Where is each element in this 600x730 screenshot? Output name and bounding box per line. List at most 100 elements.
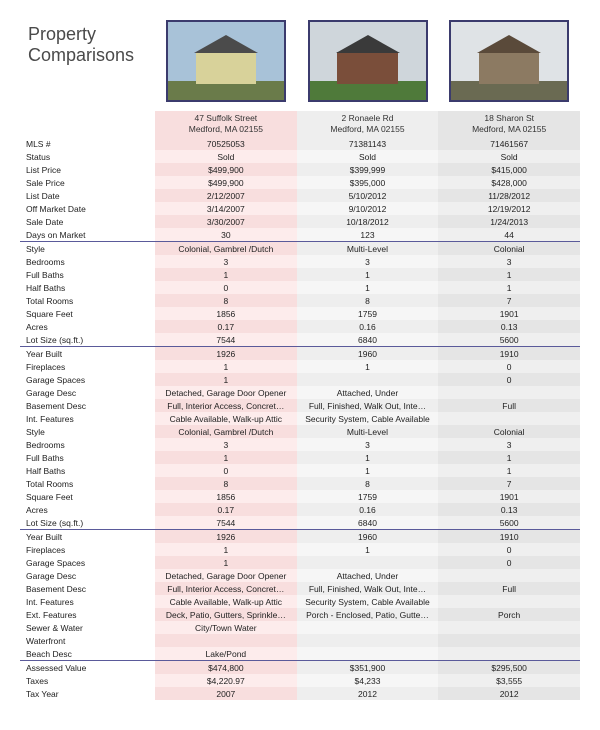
property-address-line2: Medford, MA 02155 <box>299 124 437 135</box>
row-value: 0.13 <box>438 503 580 516</box>
row-value <box>297 621 439 634</box>
row-value: 0.13 <box>438 320 580 333</box>
row-value: 1 <box>297 281 439 294</box>
row-label: Acres <box>20 320 155 333</box>
property-photo-cell <box>297 20 439 107</box>
table-row: Full Baths111 <box>20 268 580 281</box>
row-value <box>297 373 439 386</box>
row-label: List Date <box>20 189 155 202</box>
row-label: Waterfront <box>20 634 155 647</box>
table-row: Int. FeaturesCable Available, Walk-up At… <box>20 595 580 608</box>
table-row: List Price$499,900$399,999$415,000 <box>20 163 580 176</box>
property-address-line1: 47 Suffolk Street <box>157 113 295 124</box>
row-label: MLS # <box>20 137 155 150</box>
row-value: 1960 <box>297 347 439 361</box>
row-value: Full, Interior Access, Concret… <box>155 582 297 595</box>
row-label: Sale Price <box>20 176 155 189</box>
row-value: 7544 <box>155 333 297 347</box>
row-value <box>438 412 580 425</box>
row-label: Garage Spaces <box>20 373 155 386</box>
row-value: 1 <box>155 451 297 464</box>
table-row: Half Baths011 <box>20 281 580 294</box>
row-value: Colonial <box>438 242 580 256</box>
row-value: 71381143 <box>297 137 439 150</box>
row-value: 7544 <box>155 516 297 530</box>
row-value: 0.16 <box>297 503 439 516</box>
table-row: Year Built192619601910 <box>20 530 580 544</box>
row-value: $415,000 <box>438 163 580 176</box>
row-value: 0 <box>438 556 580 569</box>
row-value: 2012 <box>297 687 439 700</box>
row-label: Basement Desc <box>20 399 155 412</box>
row-label: Beach Desc <box>20 647 155 661</box>
table-row: Int. FeaturesCable Available, Walk-up At… <box>20 412 580 425</box>
row-value: 44 <box>438 228 580 242</box>
row-value: 1 <box>155 360 297 373</box>
row-value: 30 <box>155 228 297 242</box>
row-value <box>438 386 580 399</box>
row-value: 8 <box>155 477 297 490</box>
table-row: Bedrooms333 <box>20 438 580 451</box>
row-value: 3 <box>155 255 297 268</box>
row-value <box>438 634 580 647</box>
table-row: StyleColonial, Gambrel /DutchMulti-Level… <box>20 242 580 256</box>
property-photo-cell <box>438 20 580 107</box>
comparison-table: MLS #705250537138114371461567StatusSoldS… <box>20 137 580 700</box>
row-value: Security System, Cable Available <box>297 412 439 425</box>
table-row: Full Baths111 <box>20 451 580 464</box>
row-value: 7 <box>438 477 580 490</box>
table-row: Assessed Value$474,800$351,900$295,500 <box>20 661 580 675</box>
row-value: 8 <box>297 294 439 307</box>
row-value: 5/10/2012 <box>297 189 439 202</box>
property-photo-cell <box>155 20 297 107</box>
table-row: Sale Date3/30/200710/18/20121/24/2013 <box>20 215 580 228</box>
row-label: Year Built <box>20 530 155 544</box>
row-value <box>438 647 580 661</box>
row-value: 0 <box>438 543 580 556</box>
row-value: Multi-Level <box>297 242 439 256</box>
row-value: 1 <box>155 268 297 281</box>
row-value <box>438 621 580 634</box>
row-value: Full, Interior Access, Concret… <box>155 399 297 412</box>
table-row: Sewer & WaterCity/Town Water <box>20 621 580 634</box>
row-label: Days on Market <box>20 228 155 242</box>
row-label: Off Market Date <box>20 202 155 215</box>
row-value: $351,900 <box>297 661 439 675</box>
header-row: Property Comparisons <box>20 20 580 107</box>
address-spacer <box>20 111 155 137</box>
row-value: Cable Available, Walk-up Attic <box>155 412 297 425</box>
row-value: 1960 <box>297 530 439 544</box>
row-value: 7 <box>438 294 580 307</box>
row-value: 1 <box>155 543 297 556</box>
row-value: Multi-Level <box>297 425 439 438</box>
row-value: 1 <box>438 268 580 281</box>
row-label: Half Baths <box>20 464 155 477</box>
row-value: 0.17 <box>155 320 297 333</box>
table-row: Square Feet185617591901 <box>20 490 580 503</box>
row-label: Status <box>20 150 155 163</box>
row-value <box>297 634 439 647</box>
row-value: 8 <box>155 294 297 307</box>
row-value: 1926 <box>155 530 297 544</box>
row-value: 1759 <box>297 490 439 503</box>
table-row: Tax Year200720122012 <box>20 687 580 700</box>
row-value: 1 <box>297 360 439 373</box>
row-value: 5600 <box>438 516 580 530</box>
row-value: Colonial, Gambrel /Dutch <box>155 242 297 256</box>
row-value: 1 <box>155 373 297 386</box>
row-value: 1759 <box>297 307 439 320</box>
row-value: 1 <box>297 464 439 477</box>
page-title-line1: Property <box>28 24 155 45</box>
row-label: Garage Desc <box>20 569 155 582</box>
row-value: Porch <box>438 608 580 621</box>
row-value: $499,900 <box>155 163 297 176</box>
row-label: Sale Date <box>20 215 155 228</box>
table-row: Acres0.170.160.13 <box>20 503 580 516</box>
row-value <box>438 595 580 608</box>
row-value: $428,000 <box>438 176 580 189</box>
row-label: Garage Desc <box>20 386 155 399</box>
row-label: Year Built <box>20 347 155 361</box>
table-row: Off Market Date3/14/20079/10/201212/19/2… <box>20 202 580 215</box>
row-value: $474,800 <box>155 661 297 675</box>
row-value: 2/12/2007 <box>155 189 297 202</box>
